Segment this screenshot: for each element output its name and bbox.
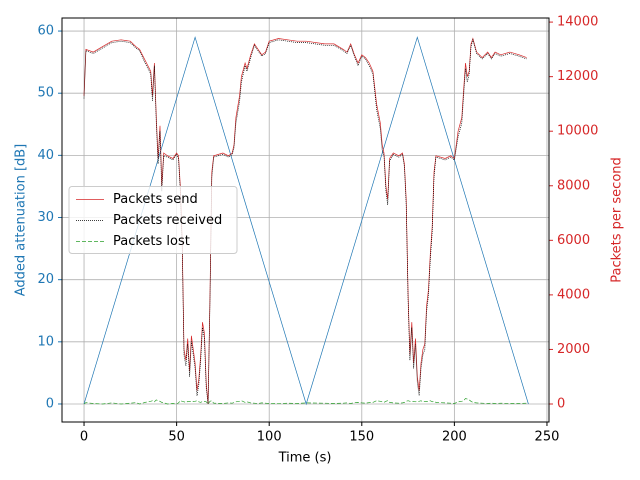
x-tick-label: 250 [535, 430, 560, 445]
y2-tick-label: 2000 [557, 342, 590, 357]
y2-tick-label: 14000 [557, 15, 598, 30]
y-tick-label: 40 [37, 148, 54, 163]
x-tick-label: 0 [80, 430, 88, 445]
x-axis-label: Time (s) [278, 451, 332, 466]
x-tick-label: 50 [168, 430, 185, 445]
y2-tick-label: 12000 [557, 69, 598, 84]
y-tick-label: 0 [46, 396, 54, 411]
x-tick-label: 150 [349, 430, 374, 445]
y-tick-label: 30 [37, 210, 54, 225]
legend-box [68, 186, 238, 254]
series-line [83, 38, 527, 405]
legend-label: Packets send [113, 192, 198, 207]
y-axis-label: Added attenuation [dB] [14, 144, 29, 297]
plot-frame [61, 17, 550, 423]
y2-tick-label: 6000 [557, 233, 590, 248]
series-line [83, 398, 527, 405]
series-line [83, 37, 527, 405]
y-tick-label: 50 [37, 86, 54, 101]
x-tick-label: 200 [442, 430, 467, 445]
y2-axis-label: Packets per second [610, 157, 625, 283]
y-tick-label: 60 [37, 24, 54, 39]
y-tick-label: 10 [37, 334, 54, 349]
y2-tick-label: 4000 [557, 287, 590, 302]
legend-label: Packets received [113, 213, 222, 228]
y2-tick-label: 10000 [557, 124, 598, 139]
y2-tick-label: 8000 [557, 178, 590, 193]
y-tick-label: 20 [37, 272, 54, 287]
legend-label: Packets lost [113, 234, 190, 249]
y2-tick-label: 0 [557, 396, 565, 411]
x-tick-label: 100 [257, 430, 282, 445]
